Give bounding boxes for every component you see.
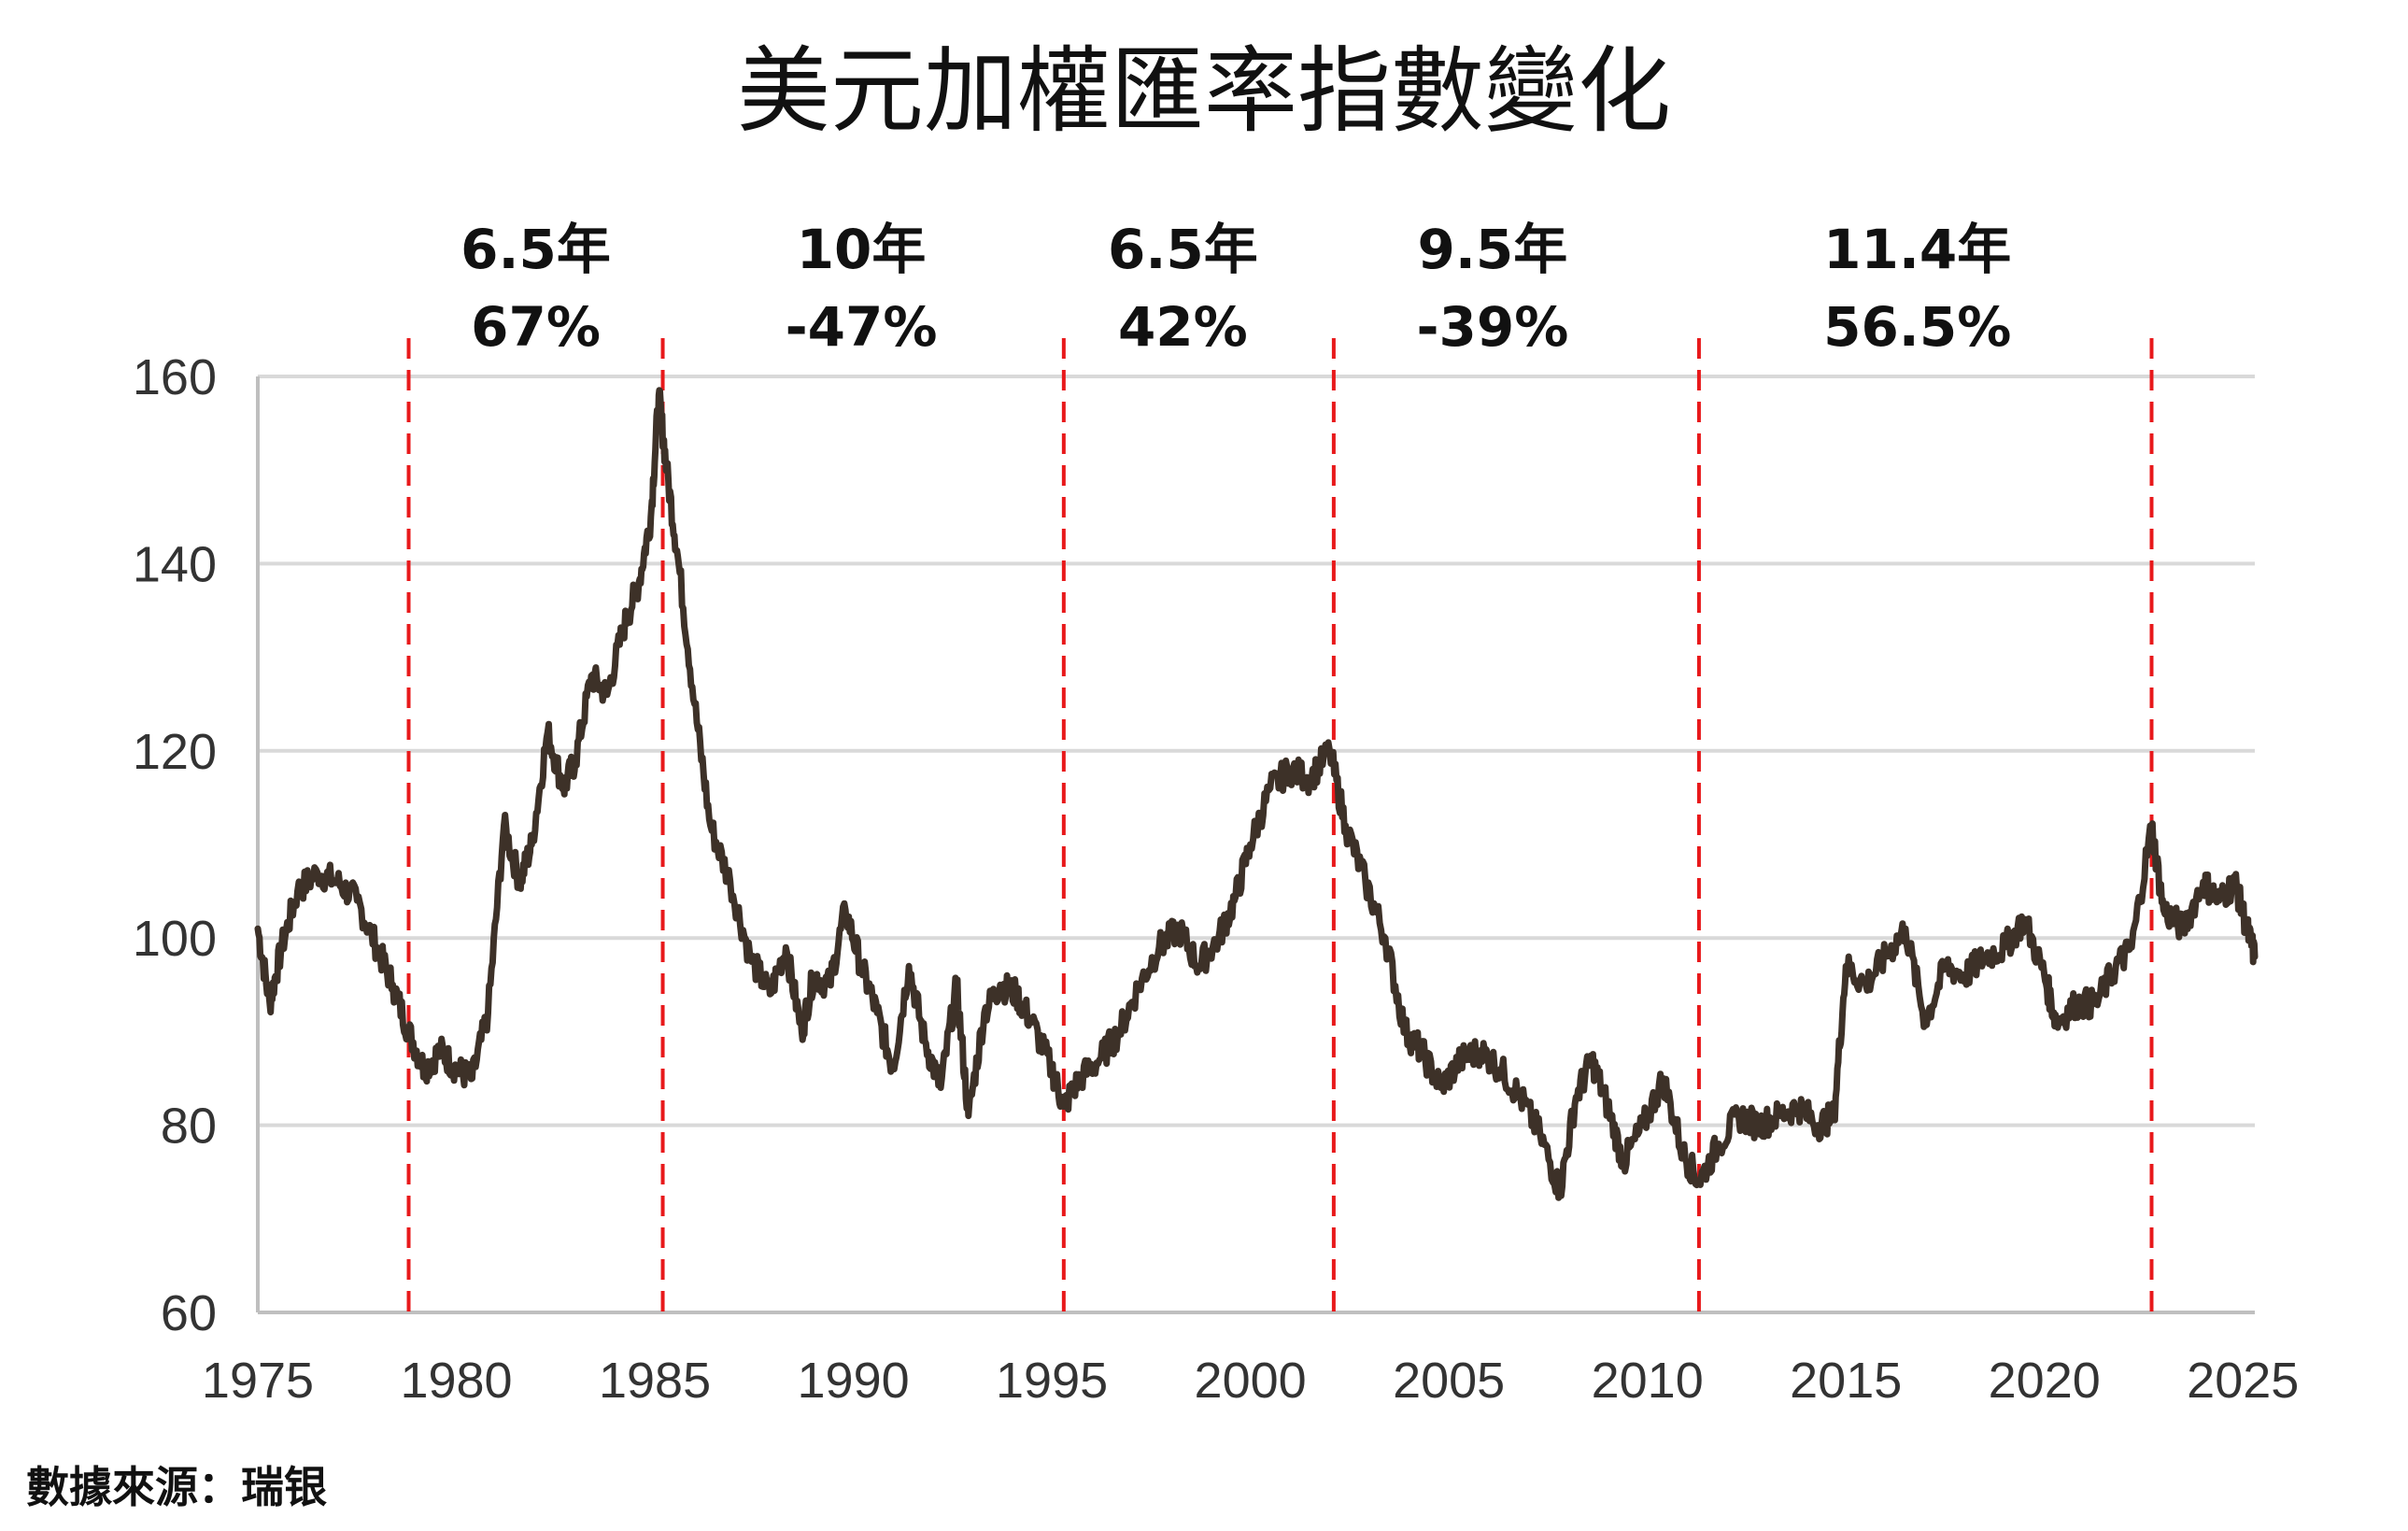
- y-tick-label-160: 160: [133, 349, 217, 405]
- x-tick-label-2000: 2000: [1195, 1353, 1307, 1409]
- y-tick-label-140: 140: [133, 536, 217, 592]
- annotation-change-1: 67%: [471, 295, 601, 359]
- x-tick-label-2025: 2025: [2187, 1353, 2299, 1409]
- annotation-change-5: 56.5%: [1823, 295, 2011, 359]
- annotation-change-4: -39%: [1416, 295, 1568, 359]
- gridlines: [256, 375, 2255, 1314]
- source-note: 數據來源：瑞银: [26, 1462, 327, 1512]
- x-tick-label-2005: 2005: [1393, 1353, 1505, 1409]
- annotation-duration-3: 6.5年: [1108, 218, 1258, 281]
- annotation-duration-2: 10年: [797, 218, 927, 281]
- series-line: [254, 387, 2259, 1201]
- annotation-change-3: 42%: [1118, 295, 1248, 359]
- x-tick-label-1980: 1980: [400, 1353, 512, 1409]
- y-tick-label-100: 100: [133, 911, 217, 967]
- cycle-annotations: 6.5年 67% 10年 -47% 6.5年 42% 9.5年 -39% 11.4年 56.5%: [460, 218, 2011, 359]
- annotation-duration-4: 9.5年: [1418, 218, 1568, 281]
- y-tick-label-80: 80: [161, 1099, 217, 1155]
- x-tick-label-1995: 1995: [996, 1353, 1108, 1409]
- x-axis-tick-labels: 1975 1980 1985 1990 1995 2000 2005 2010 2015 2020…: [202, 1353, 2299, 1409]
- chart-title: 美元加權匯率指數變化: [737, 36, 1671, 146]
- x-tick-label-1975: 1975: [202, 1353, 314, 1409]
- x-tick-label-2020: 2020: [1989, 1353, 2101, 1409]
- y-tick-label-120: 120: [133, 724, 217, 780]
- annotation-duration-5: 11.4年: [1823, 218, 2011, 281]
- annotation-change-2: -47%: [786, 295, 938, 359]
- y-tick-label-60: 60: [161, 1285, 217, 1341]
- y-axis-tick-labels: 60 80 100 120 140 160: [133, 349, 217, 1341]
- series-line-group: [254, 387, 2259, 1201]
- x-tick-label-2015: 2015: [1790, 1353, 1902, 1409]
- x-tick-label-1985: 1985: [599, 1353, 711, 1409]
- annotation-duration-1: 6.5年: [460, 218, 611, 281]
- x-tick-label-1990: 1990: [798, 1353, 910, 1409]
- x-tick-label-2010: 2010: [1592, 1353, 1704, 1409]
